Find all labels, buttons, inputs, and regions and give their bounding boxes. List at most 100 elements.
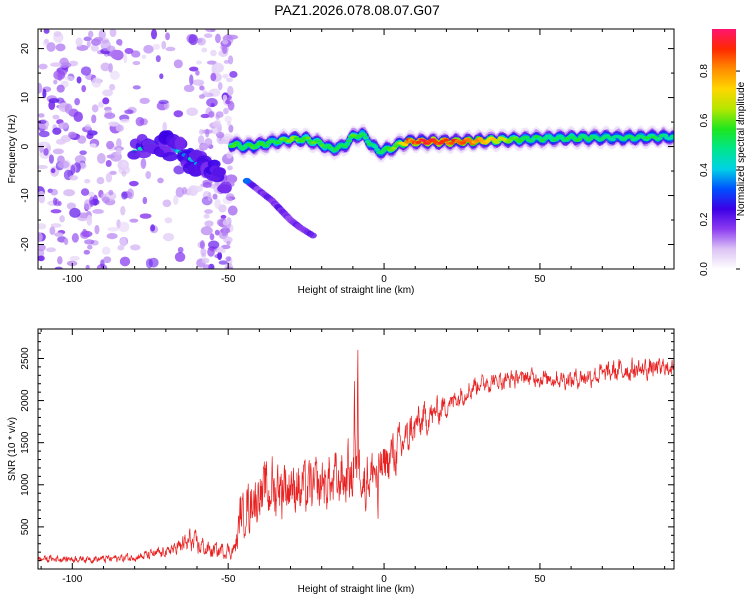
noise-blob [77,135,87,144]
noise-blob [225,266,234,269]
noise-blob [104,112,116,119]
noise-blob [199,240,205,250]
noise-blob [129,218,139,223]
noise-blob [55,138,66,145]
noise-blob [227,121,232,127]
noise-blob [53,30,62,37]
ridge-band [493,140,500,144]
snr-xtick-label: 50 [534,574,546,585]
ridge-band [449,141,456,145]
noise-blob [48,98,60,104]
noise-blob [97,153,106,164]
noise-blob [227,85,234,96]
noise-blob [208,240,220,250]
ridge-band [288,138,295,142]
noise-blob [131,50,141,58]
noise-blob [143,44,154,54]
ridge-band [361,133,368,137]
ridge-band [443,138,450,142]
snr-ytick-label: 2500 [20,347,31,370]
noise-blob [203,264,212,269]
noise-blob [54,232,64,237]
noise-blob [86,40,91,48]
snr-ytick-label: 1000 [20,473,31,496]
noise-blob [119,118,130,123]
noise-blob [81,230,93,238]
noise-blob [150,224,156,232]
ridge-band [293,136,300,140]
noise-blob [98,101,104,108]
noise-blob [69,255,80,262]
noise-blob [54,266,63,269]
noise-blob [227,55,234,65]
noise-blob [101,246,111,255]
noise-blob [50,209,62,214]
noise-blob [140,158,147,169]
noise-blob [120,205,126,216]
ridge-band [342,144,349,148]
noise-blob [105,172,113,183]
noise-blob [80,188,90,196]
noise-blob [162,199,172,208]
noise-blob [201,257,210,264]
noise-blob [165,32,170,41]
noise-blob [71,233,79,243]
noise-blob [38,194,46,204]
noise-blob [91,77,102,88]
noise-blob [186,107,199,116]
noise-blob [224,115,232,123]
noise-blob [204,29,216,33]
ridge-band [344,142,351,146]
noise-blob [59,57,70,69]
spectrogram-ytick-label: 20 [20,43,31,55]
noise-blob [118,39,123,47]
noise-blob [226,77,234,83]
noise-blob [212,62,224,73]
noise-blob [222,73,229,79]
noise-blob [108,189,114,196]
noise-blob [204,220,214,227]
ridge-band [241,146,248,150]
noise-blob [202,181,212,188]
noise-blob [195,70,200,76]
snr-ticks: -100 -50 0 50 500 1000 1500 2000 2500 [20,329,674,585]
ridge-band [576,137,583,141]
noise-blob [38,119,47,124]
noise-blob [212,120,221,129]
noise-blob [165,46,176,52]
noise-blob [145,170,152,180]
noise-blob [205,128,210,138]
noise-blob [199,129,204,135]
noise-blob [83,249,91,255]
noise-blob [217,82,223,91]
noise-blob [91,104,99,113]
noise-blob [103,256,112,264]
noise-blob [222,219,230,226]
snr-panel: -100 -50 0 50 500 1000 1500 2000 2500 Height of … [7,328,675,595]
ridge-band [609,138,616,142]
colorbar-tick-label: 0.2 [699,212,710,226]
snr-ylabel: SNR (10 * v/v) [7,417,18,481]
noise-blob [100,39,111,51]
noise-blob [50,168,56,174]
branch-core [242,177,251,184]
noise-blob [96,176,105,185]
noise-blob [63,237,69,246]
noise-blob [207,247,215,257]
spectrogram-ytick-label: -20 [20,237,31,252]
noise-blob [152,43,161,50]
noise-blob [87,130,98,136]
noise-blob [198,94,205,99]
ridge-band [346,139,353,143]
noise-blob [119,256,131,267]
noise-blob [199,85,205,91]
snr-ytick-label: 2000 [20,389,31,412]
noise-blob [69,207,81,218]
noise-blob [38,82,43,94]
noise-blob [208,111,215,118]
noise-blob [218,204,227,213]
colorbar-tick-label: 0.0 [699,262,710,276]
noise-blob [222,39,229,45]
